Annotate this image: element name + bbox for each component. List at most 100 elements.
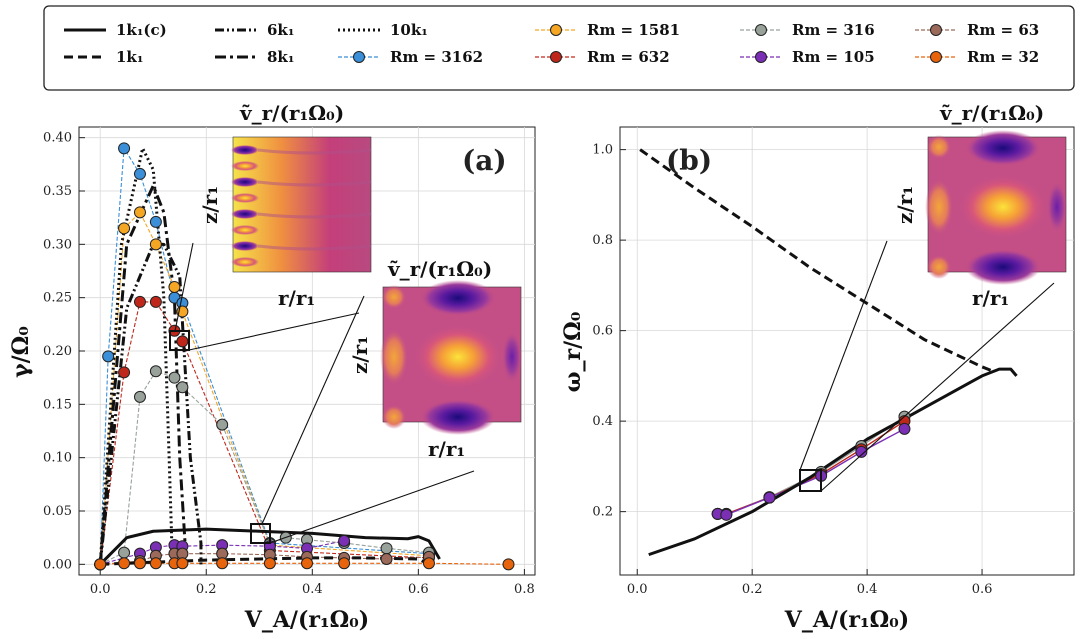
series-marker	[149, 365, 162, 378]
x-tick-label: 0.8	[514, 582, 535, 597]
panel-a-ylabel: γ/Ω₀	[8, 326, 34, 378]
panel-b-ticks: 0.0 0.2 0.4 0.6 0.2 0.4 0.6 0.8 1.0	[592, 143, 992, 597]
y-tick-label: 1.0	[592, 143, 613, 158]
series-marker	[502, 558, 515, 571]
inset-b1: ṽ_r/(r₁Ω₀) z/r₁ r/r₁	[893, 101, 1067, 310]
series-marker	[118, 546, 131, 559]
panel-a-series	[94, 142, 515, 571]
series-marker	[338, 557, 351, 570]
panel-a-xlabel: V_A/(r₁Ω₀)	[244, 607, 369, 633]
y-tick-label: 0.00	[43, 557, 72, 572]
series-marker	[102, 350, 115, 363]
series-marker	[338, 534, 351, 547]
legend-entry: 1k₁	[64, 48, 143, 66]
series-marker	[133, 206, 146, 219]
series-marker	[149, 557, 162, 570]
series-line	[99, 146, 429, 565]
series-marker	[133, 390, 146, 403]
series-marker	[133, 167, 146, 180]
legend-entry: 1k₁(c)	[64, 21, 167, 39]
y-tick-label: 0.6	[592, 324, 613, 339]
panel-b: 0.0 0.2 0.4 0.6 0.2 0.4 0.6 0.8 1.0 (b) V_A/(r₁Ω…	[560, 101, 1075, 633]
series-marker	[855, 445, 868, 458]
legend-entry: Rm = 316	[740, 21, 875, 39]
y-tick-label: 0.05	[43, 504, 72, 519]
x-tick-label: 0.2	[742, 582, 763, 597]
panel-a: 0.0 0.2 0.4 0.6 0.8 0.00 0.05 0.10 0.15 0.20 0.25 0…	[8, 101, 536, 633]
legend-box	[43, 5, 1075, 91]
series-marker	[216, 557, 229, 570]
y-tick-label: 0.40	[43, 131, 72, 146]
inset-a2-xlabel: r/r₁	[428, 437, 465, 461]
legend-marker-swatch	[550, 24, 562, 36]
y-tick-label: 0.35	[43, 184, 72, 199]
series-marker	[118, 366, 131, 379]
series-marker	[118, 222, 131, 235]
x-tick-label: 0.0	[90, 582, 111, 597]
x-tick-label: 0.4	[857, 582, 878, 597]
series-marker	[133, 295, 146, 308]
legend-label: 8k₁	[267, 48, 294, 66]
legend-label: Rm = 1581	[587, 21, 680, 39]
panel-a-label: (a)	[462, 144, 507, 177]
inset-b1-xlabel: r/r₁	[972, 286, 1009, 310]
legend-marker-swatch	[755, 51, 767, 63]
panel-a-highlight-box-2	[250, 523, 271, 544]
legend-marker-swatch	[755, 24, 767, 36]
legend-label: 10k₁	[390, 21, 428, 39]
series-marker	[301, 557, 313, 570]
series-marker	[380, 542, 393, 555]
legend-marker-swatch	[930, 51, 942, 63]
panel-b-ylabel: ω_r/Ω₀	[560, 311, 586, 392]
legend-entry: Rm = 1581	[535, 21, 680, 39]
series-marker	[118, 557, 131, 570]
legend: 1k₁(c) 1k₁ 6k₁ 8k₁ 10k₁ Rm = 3162 Rm = 1581 Rm …	[64, 21, 1039, 66]
inset-b1-title: ṽ_r/(r₁Ω₀)	[939, 101, 1044, 125]
legend-entry: 8k₁	[215, 48, 294, 66]
inset-a1-title: ṽ_r/(r₁Ω₀)	[239, 101, 344, 125]
inset-a2-title: ṽ_r/(r₁Ω₀)	[387, 257, 492, 281]
series-marker	[149, 238, 162, 251]
inset-a1-xlabel: r/r₁	[278, 286, 315, 310]
series-marker	[149, 215, 162, 228]
legend-marker-swatch	[550, 51, 562, 63]
panel-b-series	[639, 148, 1018, 557]
inset-b1-ylabel: z/r₁	[893, 186, 917, 224]
legend-label: Rm = 632	[587, 48, 670, 66]
legend-label: Rm = 3162	[390, 48, 483, 66]
panel-a-highlight-box-1	[169, 330, 190, 351]
legend-entry: Rm = 32	[915, 48, 1039, 66]
series-marker	[168, 281, 181, 293]
x-tick-label: 0.6	[972, 582, 993, 597]
series-line-black	[98, 184, 187, 565]
series-line-black	[100, 556, 430, 566]
x-tick-label: 0.4	[302, 582, 323, 597]
y-tick-label: 0.4	[592, 414, 613, 429]
series-marker	[422, 557, 435, 570]
legend-entry: Rm = 632	[535, 48, 670, 66]
legend-entry: Rm = 63	[915, 21, 1039, 39]
inset-a2: ṽ_r/(r₁Ω₀) z/r₁ r/r₁	[348, 257, 522, 461]
legend-entry: Rm = 3162	[338, 48, 483, 66]
panel-a-connectors	[174, 242, 475, 544]
y-tick-label: 0.10	[43, 451, 72, 466]
panel-b-highlight-box	[799, 469, 822, 492]
legend-label: Rm = 32	[967, 48, 1039, 66]
legend-marker-swatch	[353, 51, 365, 63]
series-marker	[763, 491, 776, 504]
x-tick-label: 0.6	[408, 582, 429, 597]
legend-label: Rm = 105	[792, 48, 875, 66]
legend-label: 1k₁(c)	[116, 21, 167, 39]
series-marker	[263, 557, 276, 570]
x-tick-label: 0.0	[627, 582, 648, 597]
panel-b-connectors	[799, 240, 1055, 492]
legend-entry: 6k₁	[215, 21, 294, 39]
legend-label: 6k₁	[267, 21, 294, 39]
y-tick-label: 0.25	[43, 291, 72, 306]
series-line-black	[98, 242, 203, 565]
legend-entry: Rm = 105	[740, 48, 875, 66]
y-tick-label: 0.15	[43, 397, 72, 412]
series-line-black	[99, 527, 441, 566]
panel-b-xlabel: V_A/(r₁Ω₀)	[784, 607, 909, 633]
